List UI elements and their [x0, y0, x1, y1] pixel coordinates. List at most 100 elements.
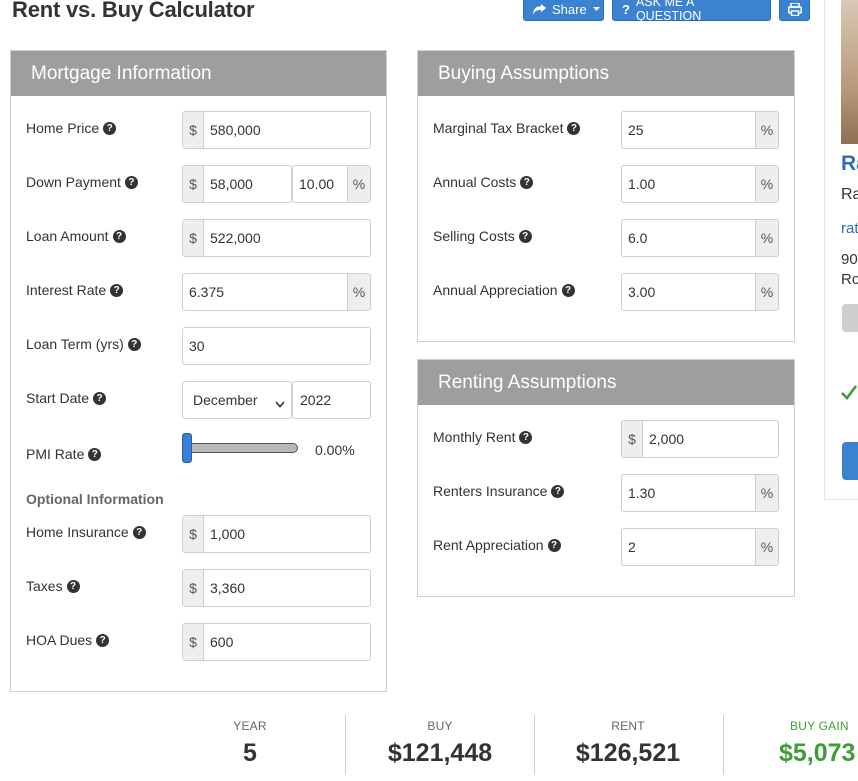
interest-rate-value[interactable]: 6.375 — [189, 284, 225, 300]
help-icon[interactable]: ? — [519, 430, 533, 444]
help-icon[interactable]: ? — [88, 447, 102, 461]
interest-rate-row: Interest Rate? 6.375 % — [11, 273, 386, 311]
result-buy: BUY $121,448 — [370, 705, 510, 768]
annual-costs-value[interactable]: 1.00 — [628, 176, 656, 192]
help-icon[interactable]: ? — [112, 229, 126, 243]
selling-costs-input[interactable]: 6.0 % — [621, 219, 779, 257]
ask-question-button[interactable]: ? ASK ME A QUESTION — [612, 0, 771, 23]
hoa-dues-input[interactable]: $ 600 — [182, 623, 371, 661]
dollar-addon: $ — [183, 220, 204, 256]
agent-name: Ra — [841, 152, 858, 175]
renters-insurance-label: Renters Insurance? — [433, 483, 565, 499]
pmi-rate-slider-track[interactable] — [186, 443, 298, 453]
percent-addon: % — [347, 166, 370, 202]
dollar-addon: $ — [183, 570, 204, 606]
renters-insurance-row: Renters Insurance? 1.30 % — [418, 474, 794, 512]
percent-addon: % — [755, 112, 778, 148]
agent-contact-button[interactable] — [842, 442, 858, 480]
down-payment-amount-input[interactable]: $ 58,000 — [182, 165, 292, 203]
hoa-dues-label: HOA Dues? — [26, 632, 110, 648]
home-price-label: Home Price? — [26, 120, 117, 136]
interest-rate-input[interactable]: 6.375 % — [182, 273, 371, 311]
down-payment-amount-value[interactable]: 58,000 — [210, 176, 253, 192]
mortgage-information-header: Mortgage Information — [11, 51, 386, 96]
taxes-input[interactable]: $ 3,360 — [182, 569, 371, 607]
selling-costs-value[interactable]: 6.0 — [628, 230, 648, 246]
result-buy-gain: BUY GAIN $5,073 — [770, 705, 858, 768]
pmi-rate-slider-thumb[interactable] — [182, 433, 192, 463]
selling-costs-label: Selling Costs? — [433, 228, 532, 244]
annual-appreciation-input[interactable]: 3.00 % — [621, 273, 779, 311]
dollar-addon: $ — [183, 516, 204, 552]
rent-appreciation-value[interactable]: 2 — [628, 539, 636, 555]
help-icon[interactable]: ? — [66, 579, 80, 593]
down-payment-label: Down Payment? — [26, 174, 138, 190]
help-icon[interactable]: ? — [551, 484, 565, 498]
start-year-value: 2022 — [300, 392, 332, 408]
agent-link[interactable]: rat — [841, 220, 858, 237]
marginal-tax-row: Marginal Tax Bracket? 25 % — [418, 111, 794, 149]
renters-insurance-value[interactable]: 1.30 — [628, 485, 656, 501]
help-icon[interactable]: ? — [132, 525, 146, 539]
loan-term-input[interactable]: 30 — [182, 327, 371, 365]
home-price-value[interactable]: 580,000 — [210, 122, 261, 138]
print-button[interactable] — [779, 0, 810, 21]
loan-amount-label: Loan Amount? — [26, 228, 126, 244]
annual-costs-input[interactable]: 1.00 % — [621, 165, 779, 203]
pmi-rate-value: 0.00% — [315, 442, 355, 458]
share-button[interactable]: Share — [523, 0, 604, 21]
result-buy-gain-label: BUY GAIN — [790, 719, 849, 733]
monthly-rent-value[interactable]: 2,000 — [649, 431, 685, 447]
home-insurance-row: Home Insurance? $ 1,000 — [11, 515, 386, 553]
result-buy-gain-value: $5,073 — [779, 739, 856, 767]
help-icon[interactable]: ? — [96, 633, 110, 647]
rent-appreciation-label: Rent Appreciation? — [433, 537, 561, 553]
loan-amount-value[interactable]: 522,000 — [210, 230, 261, 246]
marginal-tax-value[interactable]: 25 — [628, 122, 644, 138]
down-payment-percent-value[interactable]: 10.00 — [299, 176, 335, 192]
help-icon[interactable]: ? — [567, 121, 581, 135]
home-insurance-input[interactable]: $ 1,000 — [182, 515, 371, 553]
help-icon[interactable]: ? — [93, 391, 107, 405]
help-icon[interactable]: ? — [124, 175, 138, 189]
home-price-input[interactable]: $ 580,000 — [182, 111, 371, 149]
rent-appreciation-input[interactable]: 2 % — [621, 528, 779, 566]
percent-addon: % — [755, 475, 778, 511]
agent-action-button[interactable] — [842, 304, 858, 332]
loan-amount-input[interactable]: $ 522,000 — [182, 219, 371, 257]
agent-card: Ra Ra rat 90 Ro — [824, 0, 858, 500]
annual-costs-label: Annual Costs? — [433, 174, 534, 190]
dollar-addon: $ — [183, 624, 204, 660]
hoa-dues-value[interactable]: 600 — [210, 634, 234, 650]
share-label: Share — [552, 1, 587, 17]
start-month-select[interactable]: December — [182, 381, 292, 419]
result-year-value: 5 — [243, 739, 257, 767]
help-icon[interactable]: ? — [547, 538, 561, 552]
taxes-value[interactable]: 3,360 — [210, 580, 246, 596]
start-month-value: December — [193, 392, 258, 408]
help-icon[interactable]: ? — [127, 337, 141, 351]
marginal-tax-input[interactable]: 25 % — [621, 111, 779, 149]
loan-term-value[interactable]: 30 — [189, 338, 205, 354]
result-rent-value: $126,521 — [575, 739, 681, 767]
percent-addon: % — [755, 166, 778, 202]
agent-address-line: 90 — [841, 251, 858, 268]
taxes-row: Taxes? $ 3,360 — [11, 569, 386, 607]
help-icon[interactable]: ? — [110, 283, 124, 297]
help-icon[interactable]: ? — [520, 175, 534, 189]
annual-appreciation-value[interactable]: 3.00 — [628, 284, 656, 300]
start-year-input[interactable]: 2022 — [292, 381, 371, 419]
dollar-addon: $ — [622, 421, 643, 457]
help-icon[interactable]: ? — [518, 229, 532, 243]
monthly-rent-input[interactable]: $ 2,000 — [621, 420, 779, 458]
home-insurance-value[interactable]: 1,000 — [210, 526, 246, 542]
help-icon[interactable]: ? — [561, 283, 575, 297]
renters-insurance-input[interactable]: 1.30 % — [621, 474, 779, 512]
monthly-rent-row: Monthly Rent? $ 2,000 — [418, 420, 794, 458]
down-payment-percent-input[interactable]: 10.00 % — [292, 165, 371, 203]
interest-rate-label: Interest Rate? — [26, 282, 124, 298]
result-year-label: YEAR — [233, 719, 267, 733]
marginal-tax-label: Marginal Tax Bracket? — [433, 120, 581, 136]
results-summary: YEAR 5 BUY $121,448 RENT $126,521 BUY GA… — [0, 705, 858, 781]
help-icon[interactable]: ? — [103, 121, 117, 135]
